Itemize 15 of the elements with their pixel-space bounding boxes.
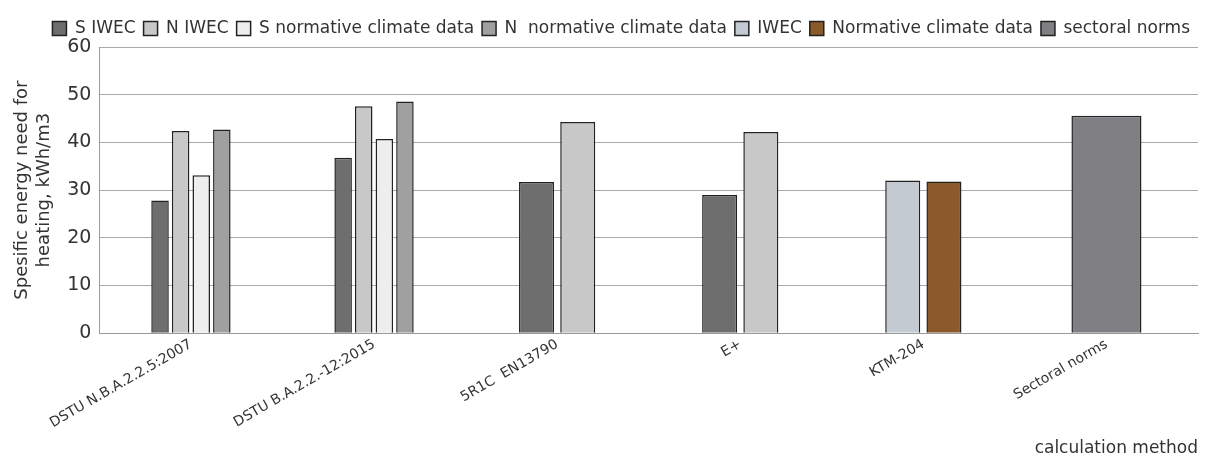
legend-label: S normative climate data bbox=[259, 16, 475, 37]
y-axis-title: Spesific energy need for heating, kWh/m3 bbox=[10, 79, 54, 300]
x-tick-label: E+ bbox=[717, 335, 744, 360]
legend-label: N normative climate data bbox=[504, 16, 727, 37]
legend-label: IWEC bbox=[757, 16, 802, 37]
y-tick-label: 10 bbox=[67, 272, 92, 295]
y-tick-label: 0 bbox=[79, 320, 92, 343]
legend-label: Normative climate data bbox=[832, 16, 1033, 37]
y-tick-label: 30 bbox=[67, 177, 92, 200]
x-axis-title: calculation method bbox=[1034, 437, 1198, 458]
y-tick-label: 20 bbox=[67, 224, 92, 247]
y-tick-label: 50 bbox=[67, 81, 92, 104]
y-tick-label: 40 bbox=[67, 129, 92, 152]
legend-label: N IWEC bbox=[166, 16, 229, 37]
legend-label: sectoral norms bbox=[1063, 16, 1191, 37]
